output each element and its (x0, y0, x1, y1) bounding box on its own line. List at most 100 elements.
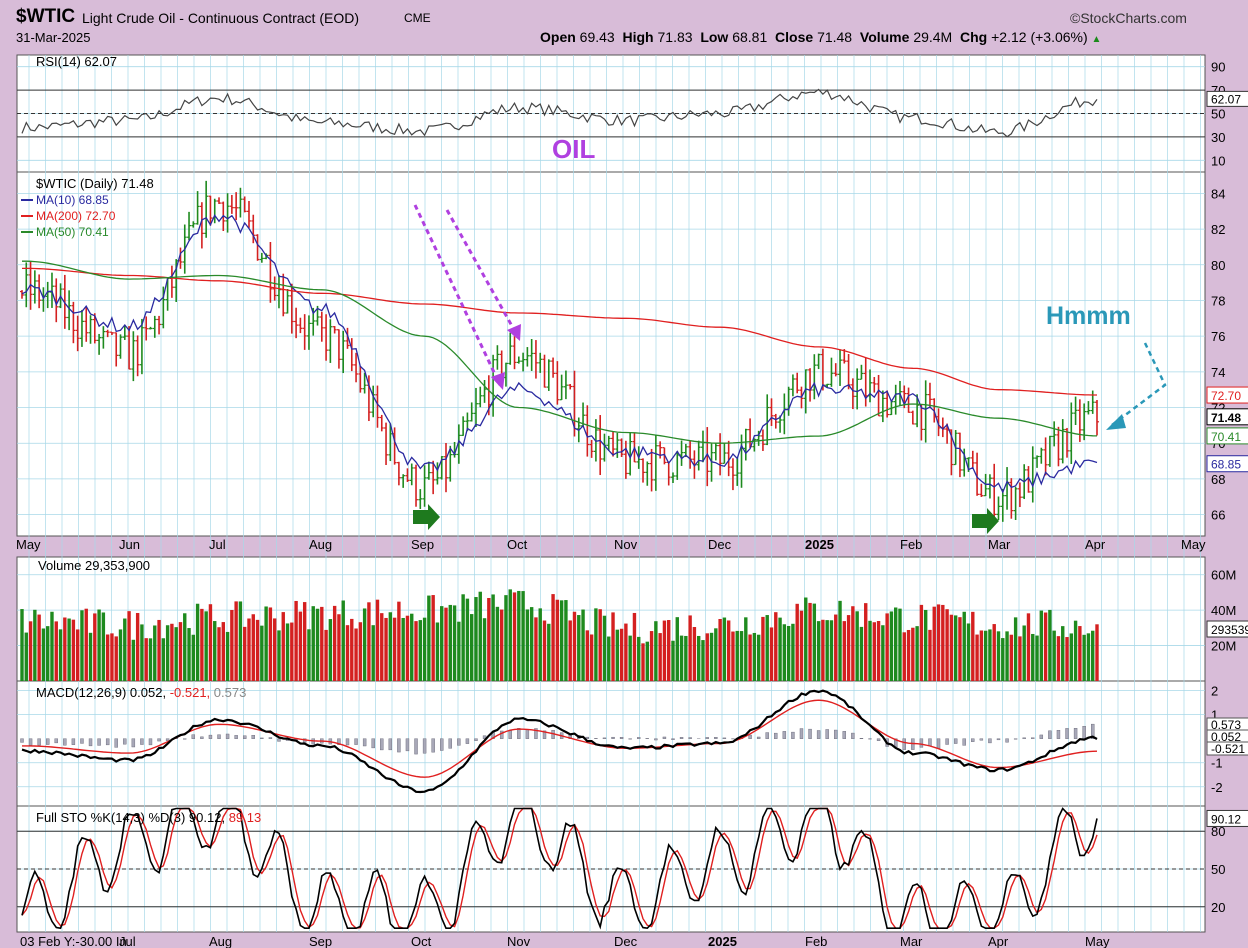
ohlc-summary: Open 69.43 High 71.83 Low 68.81 Close 71… (540, 29, 1101, 45)
volume-bar (701, 640, 705, 681)
macd-hist-bar (499, 730, 504, 739)
volume-bar (919, 604, 924, 681)
volume-bar (529, 607, 534, 681)
buy-signal-icon (972, 508, 999, 534)
volume-bar (906, 629, 911, 681)
volume-bar (799, 610, 804, 681)
price-value-label: 71.48 (1211, 411, 1241, 425)
volume-bar (594, 608, 598, 681)
volume-bar (281, 612, 285, 681)
volume-bar (54, 621, 58, 681)
price-value-tag (1206, 408, 1248, 426)
y-tick-label: 50 (1211, 107, 1225, 122)
volume-bar (88, 632, 93, 681)
volume-bar (367, 602, 371, 681)
y-tick-label: 60M (1211, 568, 1236, 583)
volume-bar (945, 609, 949, 681)
macd-hist-bar (388, 738, 393, 751)
volume-bar (290, 622, 294, 681)
volume-bar (97, 609, 101, 681)
volume-bar (33, 609, 37, 681)
y-tick-label: 30 (1211, 130, 1225, 145)
price-legend-title: $WTIC (Daily) 71.48 (36, 176, 154, 191)
volume-bar (722, 617, 727, 681)
volume-bar (461, 594, 465, 681)
volume-bar (1095, 624, 1099, 681)
macd-hist-bar (542, 730, 547, 739)
macd-hist-bar (774, 732, 778, 739)
macd-hist-bar (765, 732, 769, 739)
volume-bar (902, 632, 906, 681)
macd-hist-bar (842, 731, 847, 739)
volume-bar (45, 626, 50, 681)
volume-bar (825, 620, 829, 681)
x-tick-label: Jul (119, 934, 136, 948)
macd-hist-bar (1048, 730, 1052, 739)
macd-hist-bar (371, 738, 375, 749)
volume-bar (260, 625, 264, 681)
volume-bar (1056, 636, 1061, 681)
rsi-value-label: 62.07 (1211, 92, 1241, 106)
sto-value-label: 90.12 (1211, 812, 1241, 826)
macd-value-tag (1206, 741, 1248, 756)
volume-bar (667, 620, 671, 681)
volume-bar (375, 599, 380, 681)
volume-bar (765, 615, 769, 681)
macd-hist-bar (816, 730, 821, 739)
volume-bar (397, 601, 401, 681)
macd-hist-bar (140, 738, 144, 745)
volume-bar (1026, 613, 1031, 681)
volume-bar (448, 604, 452, 681)
volume-bar (238, 601, 243, 681)
volume-bar (148, 638, 153, 681)
volume-bar (487, 597, 491, 681)
volume-bar (504, 595, 508, 681)
x-tick-label: Sep (309, 934, 332, 948)
volume-bar (941, 604, 945, 681)
macd-hist-bar (131, 738, 136, 748)
volume-bar (782, 624, 787, 681)
volume-bar (144, 638, 148, 681)
macd-hist-bar (799, 728, 804, 739)
volume-bar (936, 604, 941, 681)
x-tick-label: Mar (900, 934, 923, 948)
rsi-legend: RSI(14) 62.07 (36, 54, 117, 69)
volume-bar (808, 602, 812, 681)
y-tick-label: 82 (1211, 222, 1225, 237)
macd-hist-bar (71, 738, 76, 745)
volume-bar (949, 614, 954, 681)
volume-bar (277, 630, 281, 681)
volume-bar (337, 614, 341, 681)
chg-label: Chg (960, 29, 988, 45)
macd-hist-bar (37, 738, 41, 746)
close-value: 71.48 (817, 29, 853, 45)
macd-hist-bar (662, 736, 667, 739)
volume-bar (868, 620, 872, 681)
ma10-line (21, 214, 1098, 494)
volume-bar (371, 625, 375, 681)
volume-bar (482, 618, 487, 681)
volume-bar (1086, 633, 1091, 681)
sto-value-tag (1206, 809, 1248, 827)
macd-hist-bar (380, 738, 384, 751)
macd-hist-bar (345, 738, 350, 746)
volume-label: Volume (859, 29, 910, 45)
volume-bar (795, 603, 799, 681)
volume-bar (551, 594, 555, 681)
macd-hist-bar (782, 731, 787, 739)
volume-bar (285, 623, 290, 681)
x-tick-label: Dec (708, 537, 732, 552)
volume-bar (50, 611, 54, 681)
macd-hist-bar (440, 738, 444, 751)
volume-bar (983, 630, 988, 681)
y-axis-macd (17, 690, 1205, 788)
volume-bar (962, 611, 966, 681)
volume-bar (585, 630, 590, 681)
x-tick-label: Feb (900, 537, 922, 552)
volume-bar (140, 624, 144, 681)
chart-date: 31-Mar-2025 (16, 30, 91, 45)
macd-hist-bar (1039, 734, 1044, 739)
macd-hist-bar (637, 737, 641, 739)
macd-hist-bar (405, 738, 410, 752)
ma50-line (22, 260, 1098, 444)
